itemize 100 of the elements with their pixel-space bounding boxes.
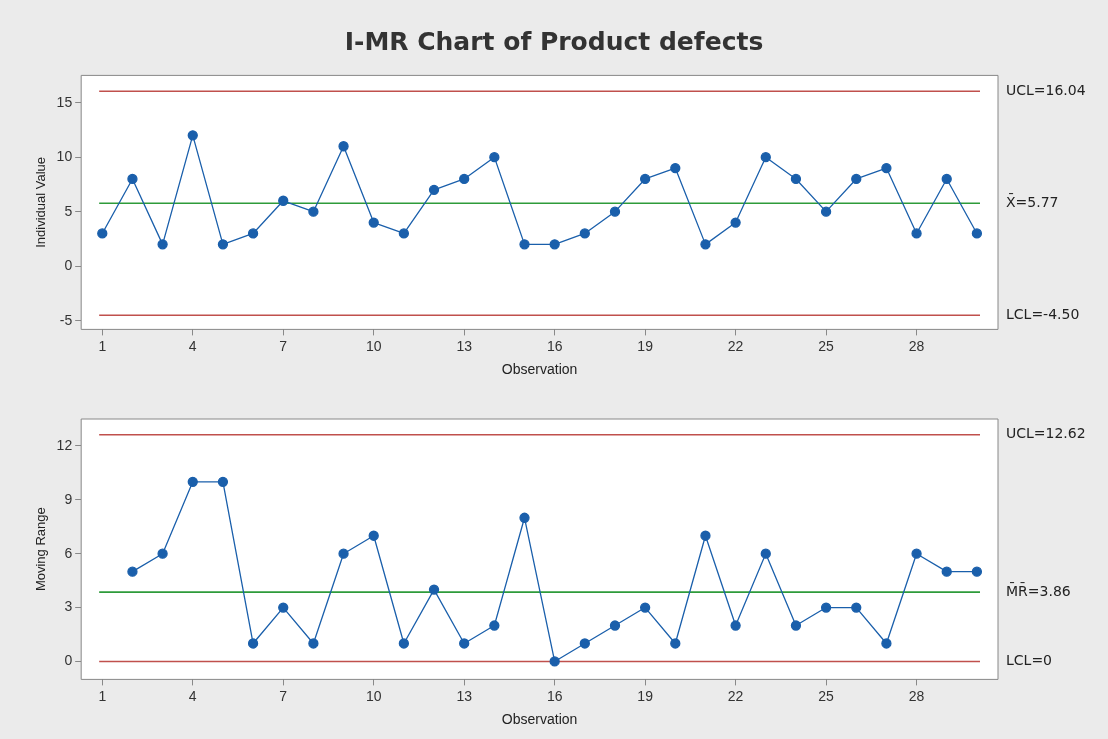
point bbox=[851, 173, 862, 185]
x-tick-label: 16 bbox=[546, 337, 563, 354]
y-tick-label: -5 bbox=[59, 311, 73, 328]
point bbox=[489, 620, 500, 631]
y-tick-label: 0 bbox=[64, 652, 73, 669]
point bbox=[247, 638, 259, 649]
point bbox=[579, 638, 590, 649]
x-tick-label: 7 bbox=[279, 687, 288, 704]
point bbox=[278, 195, 289, 206]
y-tick-label: 5 bbox=[64, 202, 73, 219]
point bbox=[700, 239, 711, 250]
point bbox=[549, 239, 560, 250]
x-tick-label: 16 bbox=[546, 687, 563, 704]
point bbox=[157, 239, 168, 250]
x-tick-label: 28 bbox=[908, 687, 925, 704]
x-tick-label: 1 bbox=[98, 687, 107, 704]
point bbox=[428, 184, 440, 196]
point bbox=[519, 239, 530, 250]
point bbox=[881, 638, 892, 649]
point bbox=[639, 602, 651, 613]
point bbox=[459, 173, 470, 185]
ref-line-label: LCL=-4.50 bbox=[1006, 305, 1080, 322]
point bbox=[97, 228, 108, 239]
y-tick-label: 0 bbox=[64, 257, 73, 274]
point bbox=[338, 548, 349, 559]
point bbox=[911, 228, 922, 239]
y-tick-label: 6 bbox=[64, 544, 73, 561]
point bbox=[820, 206, 832, 217]
x-axis-title: Observation bbox=[501, 361, 578, 378]
x-tick-label: 10 bbox=[365, 687, 382, 704]
y-axis-title: Moving Range bbox=[33, 507, 49, 592]
point bbox=[127, 566, 138, 577]
ref-line-label: UCL=12.62 bbox=[1006, 425, 1086, 442]
y-axis-title: Individual Value bbox=[33, 156, 49, 248]
x-tick-label: 28 bbox=[908, 337, 925, 354]
point bbox=[609, 206, 621, 217]
point bbox=[760, 548, 771, 559]
point bbox=[911, 548, 922, 559]
point bbox=[157, 548, 168, 559]
point bbox=[459, 638, 470, 649]
ref-line-label: UCL=16.04 bbox=[1006, 81, 1086, 98]
point bbox=[187, 476, 198, 488]
x-tick-label: 19 bbox=[637, 687, 654, 704]
y-tick-label: 10 bbox=[56, 148, 73, 165]
point bbox=[247, 228, 259, 239]
chart-title: I-MR Chart of Product defects bbox=[343, 26, 765, 58]
point bbox=[941, 566, 952, 577]
point bbox=[820, 602, 832, 613]
point bbox=[971, 566, 983, 577]
point bbox=[368, 530, 379, 541]
point bbox=[489, 152, 500, 163]
point bbox=[790, 620, 802, 631]
x-tick-label: 7 bbox=[279, 337, 288, 354]
x-tick-label: 13 bbox=[456, 337, 473, 354]
point bbox=[217, 476, 229, 488]
x-tick-label: 19 bbox=[637, 337, 654, 354]
point bbox=[187, 130, 198, 141]
point bbox=[579, 228, 590, 239]
ref-line-label: X̄=5.77 bbox=[1006, 193, 1059, 210]
x-tick-label: 10 bbox=[365, 337, 382, 354]
point bbox=[217, 239, 229, 250]
point bbox=[639, 173, 651, 185]
point bbox=[881, 162, 892, 174]
point bbox=[730, 217, 741, 228]
point bbox=[549, 656, 560, 667]
point bbox=[368, 217, 379, 228]
point bbox=[670, 638, 681, 649]
point bbox=[700, 530, 711, 541]
y-tick-label: 9 bbox=[64, 490, 73, 507]
x-tick-label: 4 bbox=[188, 687, 197, 704]
y-tick-label: 15 bbox=[56, 93, 73, 110]
y-tick-label: 12 bbox=[56, 436, 73, 453]
point bbox=[338, 141, 349, 152]
point bbox=[127, 173, 138, 185]
point bbox=[308, 638, 319, 649]
x-axis-title: Observation bbox=[501, 711, 578, 728]
point bbox=[428, 584, 440, 595]
point bbox=[609, 620, 621, 631]
point bbox=[670, 162, 681, 174]
point bbox=[278, 602, 289, 613]
x-tick-label: 25 bbox=[818, 337, 835, 354]
x-tick-label: 22 bbox=[727, 337, 744, 354]
x-tick-label: 22 bbox=[727, 687, 744, 704]
point bbox=[308, 206, 319, 217]
point bbox=[730, 620, 741, 631]
ref-line-label: M̄R̄=3.86 bbox=[1006, 582, 1071, 599]
point bbox=[790, 173, 802, 185]
point bbox=[851, 602, 862, 613]
point bbox=[398, 638, 410, 649]
x-tick-label: 4 bbox=[188, 337, 197, 354]
y-tick-label: 3 bbox=[64, 598, 73, 615]
point bbox=[760, 152, 771, 163]
x-tick-label: 1 bbox=[98, 337, 107, 354]
x-tick-label: 13 bbox=[456, 687, 473, 704]
ref-line-label: LCL=0 bbox=[1006, 652, 1053, 669]
x-tick-label: 25 bbox=[818, 687, 835, 704]
point bbox=[941, 173, 952, 185]
point bbox=[971, 228, 983, 239]
point bbox=[519, 512, 530, 523]
point bbox=[398, 228, 410, 239]
